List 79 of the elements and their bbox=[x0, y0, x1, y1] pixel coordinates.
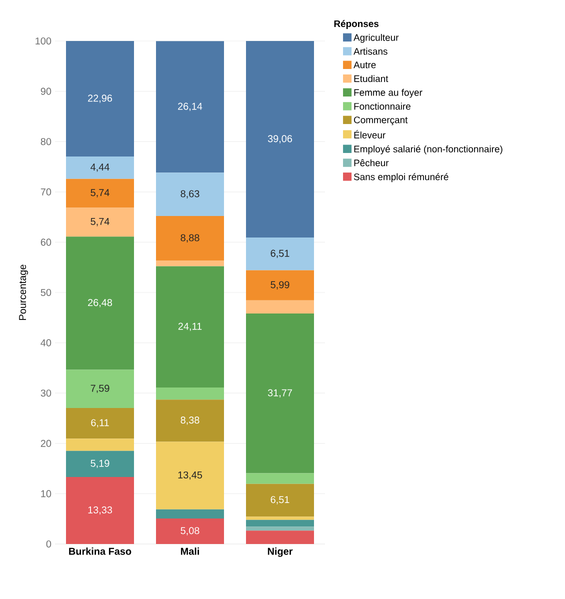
data-label: 4,44 bbox=[90, 164, 110, 172]
bar bbox=[66, 438, 134, 451]
bar bbox=[246, 238, 314, 270]
y-tick-label: 90 bbox=[40, 88, 52, 95]
y-tick-label: 40 bbox=[40, 339, 52, 346]
data-label: 6,51 bbox=[270, 496, 290, 504]
data-label: 8,88 bbox=[180, 234, 200, 242]
legend-label: Fonctionnaire bbox=[354, 102, 410, 110]
x-tick-label: Niger bbox=[268, 548, 293, 557]
bar bbox=[246, 270, 314, 300]
data-label: 6,11 bbox=[91, 419, 109, 428]
bar bbox=[156, 172, 224, 216]
data-label: 8,38 bbox=[180, 416, 200, 425]
bar bbox=[156, 266, 224, 388]
bar bbox=[66, 178, 134, 208]
data-label: 5,99 bbox=[270, 281, 290, 290]
data-label: 7,59 bbox=[90, 384, 110, 393]
y-tick-label: 0 bbox=[46, 540, 52, 548]
data-label: 31,77 bbox=[268, 389, 292, 398]
legend-label: Employé salarié (non-fonctionnaire) bbox=[354, 145, 502, 154]
data-label: 5,19 bbox=[90, 460, 110, 468]
bar bbox=[246, 41, 314, 238]
bar bbox=[66, 408, 134, 439]
y-tick-label: 60 bbox=[40, 238, 52, 246]
bar bbox=[66, 40, 134, 156]
y-tick-label: 80 bbox=[40, 138, 52, 146]
data-label: 8,63 bbox=[180, 190, 200, 198]
y-tick-label: 10 bbox=[41, 490, 52, 498]
data-label: 22,96 bbox=[88, 94, 112, 103]
data-label: 5,08 bbox=[180, 527, 200, 536]
bar bbox=[156, 41, 224, 173]
legend-label: Éleveur bbox=[354, 130, 386, 138]
legend-label: Etudiant bbox=[354, 75, 388, 82]
legend-label: Femme au foyer bbox=[354, 88, 422, 98]
bar bbox=[156, 518, 224, 544]
y-axis-title: Pourcentage bbox=[19, 264, 28, 320]
bar bbox=[156, 388, 224, 400]
bar bbox=[246, 473, 314, 484]
legend-label: Agriculteur bbox=[354, 34, 399, 43]
data-label: 6,51 bbox=[270, 250, 290, 258]
data-label: 39,06 bbox=[268, 135, 292, 144]
legend-label: Pêcheur bbox=[354, 159, 389, 166]
data-label: 24,11 bbox=[178, 322, 202, 331]
data-label: 13,45 bbox=[178, 471, 202, 480]
bar bbox=[66, 208, 134, 237]
legend-label: Autre bbox=[354, 62, 376, 68]
bar bbox=[156, 216, 224, 261]
bar bbox=[66, 156, 134, 179]
bar bbox=[156, 442, 224, 510]
bar bbox=[66, 476, 134, 544]
bar bbox=[246, 526, 314, 531]
data-label: 13,33 bbox=[88, 506, 112, 515]
bar bbox=[246, 530, 314, 544]
y-tick-label: 20 bbox=[40, 440, 52, 447]
data-label: 5,74 bbox=[90, 189, 110, 198]
bar bbox=[66, 370, 134, 408]
y-tick-label: 100 bbox=[36, 37, 52, 45]
data-label: 5,74 bbox=[90, 218, 110, 226]
bar bbox=[156, 400, 224, 442]
y-tick-label: 30 bbox=[40, 390, 52, 397]
data-label: 26,14 bbox=[178, 102, 202, 112]
bar bbox=[246, 300, 314, 314]
x-tick-label: Mali bbox=[180, 548, 199, 555]
bar bbox=[246, 313, 314, 474]
bar bbox=[156, 509, 224, 518]
legend-label: Commerçant bbox=[354, 116, 408, 126]
y-tick-label: 50 bbox=[40, 288, 52, 296]
bar bbox=[66, 450, 134, 477]
bar bbox=[246, 520, 314, 527]
y-tick-label: 70 bbox=[40, 188, 52, 196]
bar bbox=[246, 484, 314, 517]
data-label: 26,48 bbox=[88, 299, 112, 308]
bar bbox=[156, 260, 224, 266]
legend-title: Réponses bbox=[334, 20, 379, 29]
bar bbox=[246, 516, 314, 520]
legend-label: Sans emploi rémunéré bbox=[354, 173, 448, 182]
legend-label: Artisans bbox=[354, 48, 388, 55]
bar bbox=[66, 236, 134, 370]
x-tick-label: Burkina Faso bbox=[69, 548, 132, 555]
